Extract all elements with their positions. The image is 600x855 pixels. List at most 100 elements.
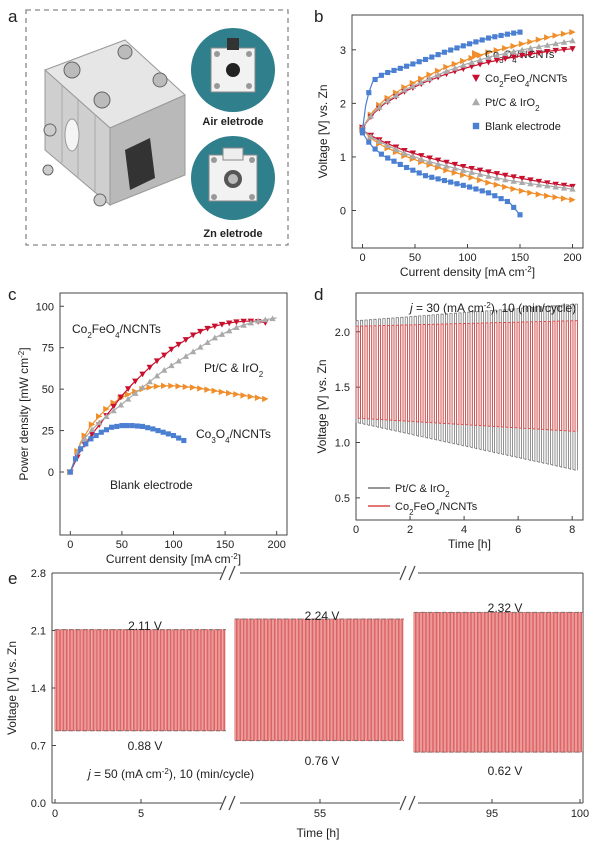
y-tick-label: 2.8: [31, 568, 46, 580]
annotation-co3o4-part: O: [216, 427, 225, 441]
data-point-marker: [493, 174, 501, 181]
legend-label-part: 2: [409, 508, 414, 517]
data-point-marker: [510, 174, 517, 181]
legend-marker: [472, 98, 480, 106]
y-tick-label: 100: [36, 301, 54, 313]
annotation-blank: Blank electrode: [110, 478, 193, 492]
y-tick-label: 0: [340, 206, 346, 218]
data-point-marker: [397, 161, 403, 168]
data-point-marker: [493, 181, 501, 188]
data-point-marker: [429, 54, 435, 60]
data-point-marker: [247, 393, 255, 400]
data-point-marker: [460, 171, 467, 179]
x-tick-label: 95: [486, 808, 498, 820]
data-point-marker: [124, 423, 130, 429]
x-tick-label: 200: [563, 252, 581, 264]
data-point-marker: [485, 190, 492, 196]
data-point-marker: [544, 42, 551, 48]
data-point-marker: [426, 158, 433, 165]
data-point-marker: [146, 378, 153, 385]
legend-marker: [472, 122, 480, 130]
data-point-marker: [168, 382, 175, 390]
data-point-marker: [124, 395, 132, 402]
data-point-marker: [218, 388, 226, 396]
legend-label-part: 2: [499, 80, 504, 89]
data-point-marker: [378, 151, 384, 157]
data-point-marker: [451, 169, 459, 176]
axis-break-mark: [399, 565, 407, 581]
data-point-marker: [175, 383, 182, 390]
data-point-marker: [129, 423, 135, 429]
data-point-marker: [468, 174, 475, 181]
series-line-discharge: [362, 129, 573, 187]
data-point-marker: [161, 367, 168, 373]
data-point-marker: [544, 192, 551, 200]
electrode-strip: [125, 138, 155, 190]
zn-electrode-view: [191, 136, 275, 220]
data-point-marker: [132, 390, 139, 396]
data-point-marker: [124, 391, 132, 398]
data-point-marker: [93, 432, 99, 439]
data-point-marker: [139, 423, 146, 429]
cycle-trace: [413, 612, 582, 753]
device-illustration: Air eletrode Zn eletrode: [25, 9, 289, 246]
y-tick-label: 2: [340, 98, 346, 110]
data-point-marker: [109, 424, 115, 430]
series-line-charge: [361, 31, 573, 128]
data-point-marker: [467, 184, 473, 190]
data-point-marker: [485, 49, 492, 56]
legend-label-part: Co: [485, 73, 499, 85]
data-point-marker: [153, 383, 161, 390]
data-point-marker: [404, 164, 410, 171]
panel-e-label: e: [8, 569, 17, 588]
data-point-marker: [468, 59, 475, 66]
data-point-marker: [376, 104, 383, 110]
data-point-marker: [182, 353, 190, 359]
data-point-marker: [493, 47, 501, 54]
data-point-marker: [560, 195, 568, 202]
data-point-marker: [443, 68, 450, 74]
legend-label-part: O: [504, 49, 513, 61]
y-tick-label: 0: [48, 467, 54, 479]
data-point-marker: [426, 75, 433, 82]
annotation-co3o4-part: 3: [211, 436, 216, 445]
data-point-marker: [233, 391, 240, 398]
screw-icon: [93, 91, 111, 109]
data-point-marker: [161, 382, 168, 390]
data-point-marker: [510, 54, 517, 61]
data-point-marker: [117, 401, 125, 408]
annotation-ptc: Pt/C & IrO2: [204, 361, 264, 379]
data-point-marker: [218, 321, 226, 328]
data-point-marker: [110, 407, 117, 414]
data-point-marker: [485, 173, 492, 179]
panel-b-label: b: [314, 7, 323, 26]
data-point-marker: [416, 170, 422, 176]
annotation-co2feo4: Co2FeO4/NCNTs: [72, 322, 161, 340]
data-point-marker: [426, 155, 433, 162]
data-point-marker: [443, 167, 450, 174]
x-axis-label-text: Current density [mA cm: [106, 552, 231, 566]
annotation-co2feo4-part: 4: [115, 331, 120, 340]
data-point-marker: [155, 428, 161, 434]
data-point-marker: [372, 76, 378, 83]
data-point-marker: [385, 69, 391, 76]
annotation-co2feo4-part: 2: [87, 331, 92, 340]
data-point-marker: [132, 378, 139, 385]
data-point-marker: [366, 90, 372, 96]
x-axis-label-end: ]: [532, 265, 535, 279]
data-point-marker: [479, 188, 485, 194]
data-point-marker: [527, 38, 534, 45]
y-tick-label: 3: [340, 45, 346, 57]
condition-end: ), 10 (min/cycle): [491, 301, 576, 315]
data-point-marker: [119, 423, 125, 429]
data-point-marker: [527, 177, 534, 184]
data-point-marker: [376, 138, 383, 144]
data-point-marker: [485, 179, 492, 186]
x-axis-label: Time [h]: [297, 826, 340, 840]
data-point-marker: [197, 328, 204, 335]
annotation-ptc-part: 2: [259, 370, 264, 379]
data-point-marker: [510, 185, 517, 193]
data-point-marker: [434, 67, 442, 75]
